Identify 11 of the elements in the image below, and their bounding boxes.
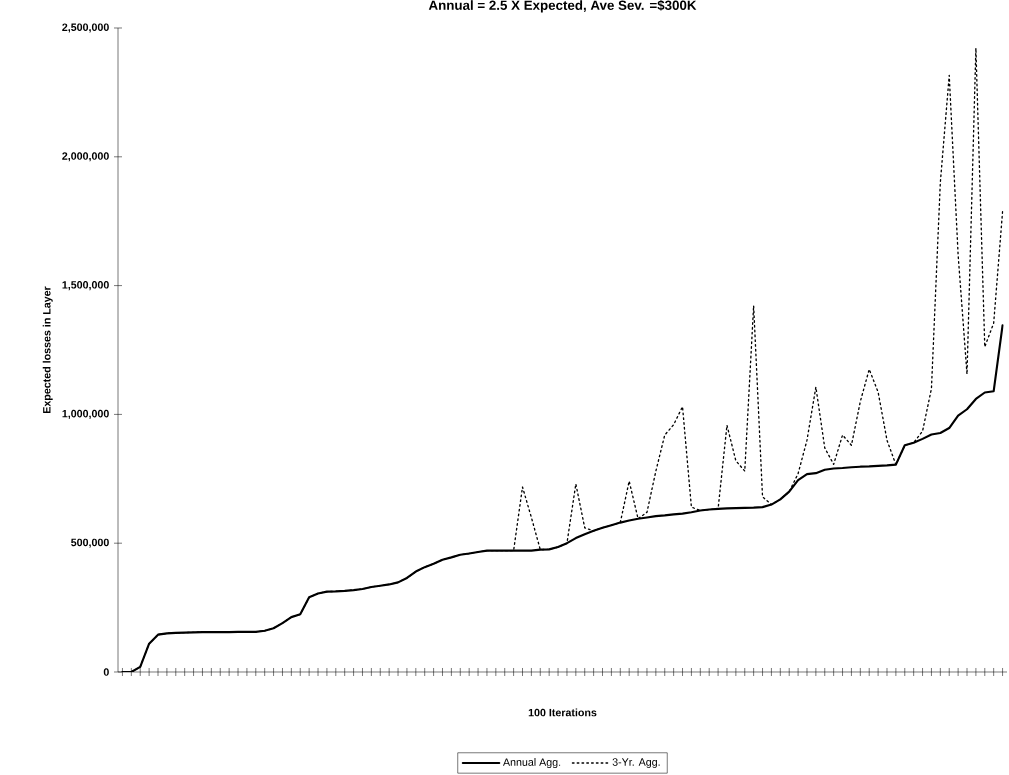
x-axis-title: 100 Iterations (528, 708, 597, 717)
y-tick-label: 2,000,000 (62, 152, 109, 162)
y-axis-title: Expected losses in Layer (42, 286, 53, 414)
legend-label: 3-Yr. Agg. (612, 758, 660, 768)
chart-title: Annual = 2.5 X Expected, Ave Sev. =$300K (428, 0, 697, 13)
y-tick-label: 2,500,000 (62, 23, 109, 33)
y-tick-label: 500,000 (71, 538, 109, 548)
legend-label: Annual Agg. (502, 758, 561, 769)
y-tick-label: 1,500,000 (62, 281, 109, 291)
y-tick-label: 1,000,000 (62, 409, 109, 419)
y-tick-label: 0 (103, 668, 109, 676)
